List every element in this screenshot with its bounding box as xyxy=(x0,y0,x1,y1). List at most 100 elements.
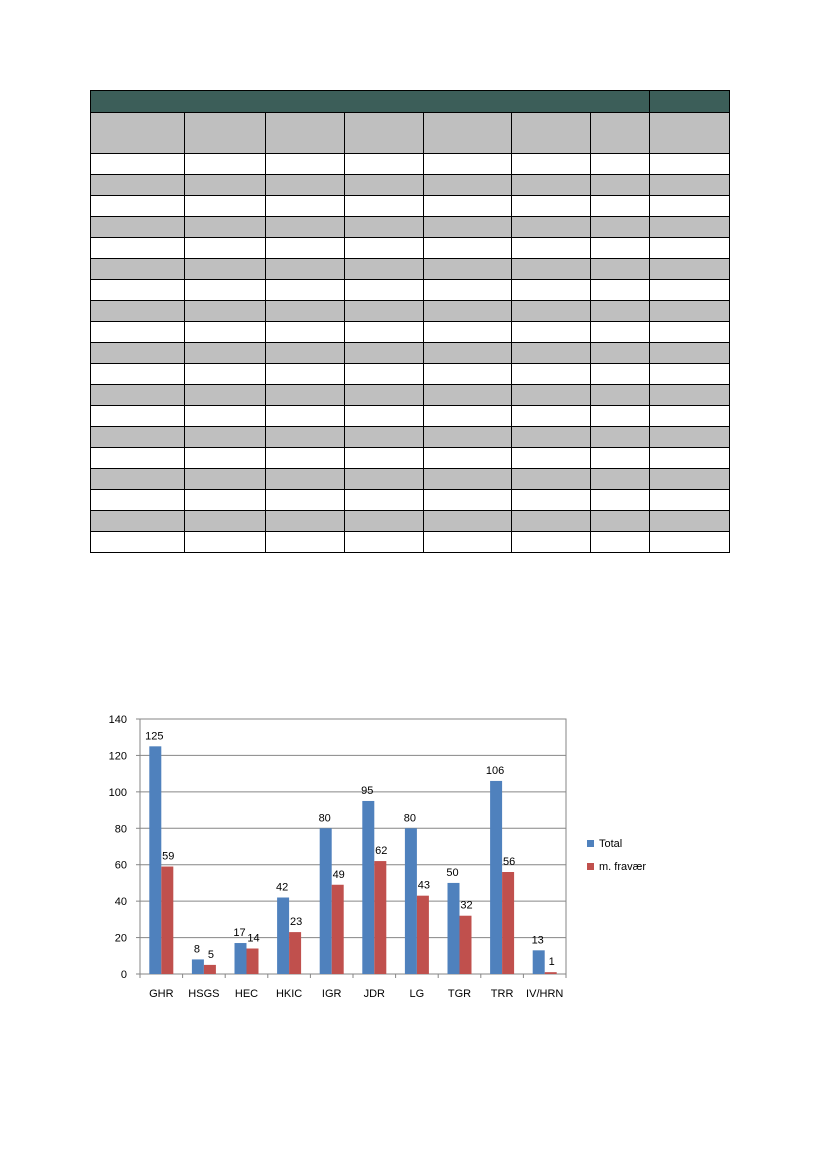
bar-total xyxy=(234,943,247,974)
data-label: 106 xyxy=(486,765,504,777)
legend-swatch xyxy=(587,840,594,847)
x-tick-label: HKIC xyxy=(276,988,302,1000)
x-tick-label: GHR xyxy=(149,988,174,1000)
table-cell xyxy=(265,531,345,553)
table-cell xyxy=(90,258,185,280)
table-cell xyxy=(265,237,345,259)
table-cell xyxy=(184,300,266,322)
table-cell xyxy=(265,216,345,238)
table-cell xyxy=(423,531,512,553)
data-label: 125 xyxy=(145,730,163,742)
data-label: 8 xyxy=(194,943,200,955)
bar-total xyxy=(532,950,545,974)
table-cell xyxy=(423,174,512,196)
data-label: 17 xyxy=(233,927,245,939)
table-cell xyxy=(511,237,591,259)
table-cell xyxy=(589,426,651,448)
table-cell xyxy=(423,321,512,343)
table-cell xyxy=(344,405,424,427)
bar-total xyxy=(277,897,290,974)
data-label: 32 xyxy=(460,900,472,912)
table-cell xyxy=(344,342,424,364)
bar-absence xyxy=(289,932,302,974)
x-tick-label: TGR xyxy=(448,988,471,1000)
table-cell xyxy=(423,300,512,322)
table-cell xyxy=(184,279,266,301)
table-cell xyxy=(265,405,345,427)
data-label: 50 xyxy=(446,867,458,879)
x-tick-label: HEC xyxy=(235,988,258,1000)
table-row xyxy=(90,426,731,448)
table-cell xyxy=(589,174,651,196)
table-cell xyxy=(649,405,731,427)
x-tick-label: JDR xyxy=(364,988,385,1000)
table-cell xyxy=(589,300,651,322)
table-cell xyxy=(511,363,591,385)
table-row xyxy=(90,447,731,469)
table-header-cell xyxy=(265,112,345,154)
table-header-cell xyxy=(511,112,591,154)
table-title-row xyxy=(89,90,731,113)
table-cell xyxy=(423,216,512,238)
y-tick-label: 20 xyxy=(115,933,127,945)
table-cell xyxy=(90,363,185,385)
table-cell xyxy=(344,279,424,301)
table-cell xyxy=(423,489,512,511)
table-row xyxy=(90,321,731,343)
table-cell xyxy=(589,321,651,343)
table-cell xyxy=(90,174,185,196)
table-cell xyxy=(649,216,731,238)
x-tick-label: TRR xyxy=(491,988,514,1000)
table-cell xyxy=(423,426,512,448)
x-tick-label: HSGS xyxy=(188,988,219,1000)
table-cell xyxy=(511,342,591,364)
table-cell xyxy=(511,153,591,175)
table-cell xyxy=(90,531,185,553)
table-cell xyxy=(344,363,424,385)
data-label: 5 xyxy=(208,949,214,961)
data-label: 1 xyxy=(549,956,555,968)
table-row xyxy=(90,468,731,490)
bar-absence xyxy=(331,884,344,974)
x-tick-label: IV/HRN xyxy=(526,988,563,1000)
table-cell xyxy=(184,258,266,280)
table-cell xyxy=(184,195,266,217)
bar-absence xyxy=(203,964,216,974)
table-cell xyxy=(90,237,185,259)
table-cell xyxy=(511,216,591,238)
table-cell xyxy=(265,384,345,406)
legend-label: Total xyxy=(599,838,622,850)
table-row xyxy=(90,279,731,301)
table-cell xyxy=(511,321,591,343)
table-cell xyxy=(344,468,424,490)
table-cell xyxy=(265,342,345,364)
data-label: 59 xyxy=(162,851,174,863)
table-cell xyxy=(265,510,345,532)
table-cell xyxy=(184,510,266,532)
bar-absence xyxy=(502,872,515,974)
table-cell xyxy=(589,531,651,553)
bar-absence xyxy=(374,861,387,974)
table-row xyxy=(90,300,731,322)
table-cell xyxy=(423,258,512,280)
table-row xyxy=(90,384,731,406)
table-cell xyxy=(90,279,185,301)
table-cell xyxy=(423,195,512,217)
bar-absence xyxy=(161,866,174,974)
data-label: 42 xyxy=(276,882,288,894)
table-cell xyxy=(184,342,266,364)
table-cell xyxy=(511,531,591,553)
x-axis: GHR HSGS HEC HKIC IGR JDR LG TGR TRR IV/HRN xyxy=(139,974,567,1000)
bar-total xyxy=(490,780,503,974)
table-cell xyxy=(649,489,731,511)
table-cell xyxy=(511,174,591,196)
table-cell xyxy=(649,531,731,553)
table-cell xyxy=(344,174,424,196)
table-cell xyxy=(184,426,266,448)
data-label: 23 xyxy=(290,916,302,928)
table-cell xyxy=(649,300,731,322)
chart-legend: Total m. fravær xyxy=(587,838,646,873)
table-cell xyxy=(589,258,651,280)
table-cell xyxy=(184,216,266,238)
